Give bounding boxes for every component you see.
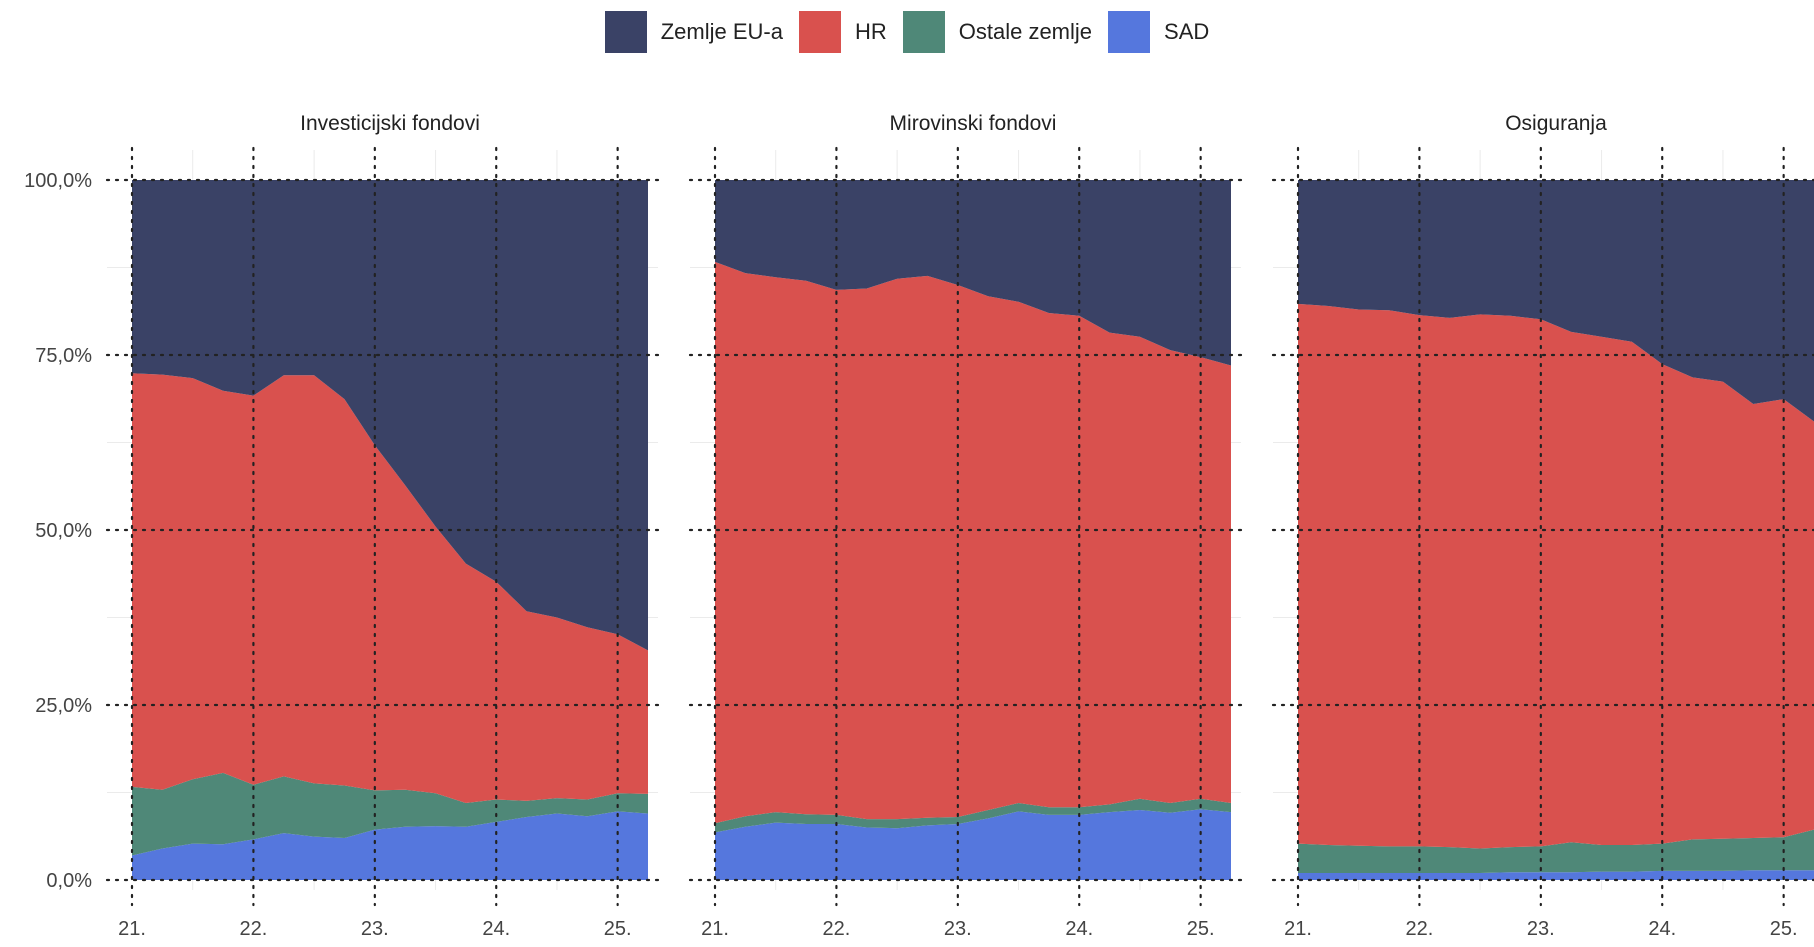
x-tick-label: 23. — [1527, 918, 1555, 940]
area-sad — [715, 809, 1231, 880]
area-hr — [1298, 303, 1814, 849]
panel-2: Mirovinski fondovi 21. 22. 23. 24. 25. — [688, 112, 1243, 940]
legend-swatch-zemlje-eu — [604, 11, 647, 53]
legend-label-ostale-zemlje: Ostale zemlje — [958, 19, 1093, 44]
legend-label-zemlje-eu: Zemlje EU-a — [660, 19, 783, 44]
legend-item-sad: SAD — [1108, 11, 1209, 53]
x-tick-label: 24. — [1648, 918, 1676, 940]
area-hr — [132, 373, 648, 803]
legend-item-hr: HR — [798, 11, 887, 53]
x-tick-label: 23. — [361, 918, 389, 940]
area-zemlje-eu-a — [132, 180, 648, 651]
y-tick-label: 0,0% — [46, 870, 92, 892]
legend-swatch-ostale-zemlje — [902, 11, 945, 53]
x-tick-label: 25. — [1770, 918, 1798, 940]
area-sad — [132, 811, 648, 880]
legend-item-ostale-zemlje: Ostale zemlje — [902, 11, 1093, 53]
x-tick-label: 23. — [944, 918, 972, 940]
area-ostale-zemlje — [715, 798, 1231, 833]
x-tick-label: 22. — [823, 918, 851, 940]
x-tick-label: 21. — [701, 918, 729, 940]
major-gridlines — [105, 146, 660, 907]
major-gridlines — [688, 146, 1243, 907]
area-ostale-zemlje — [132, 772, 648, 856]
panel-title: Investicijski fondovi — [300, 112, 480, 135]
x-tick-label: 22. — [1406, 918, 1434, 940]
legend-item-zemlje-eu: Zemlje EU-a — [604, 11, 783, 53]
area-hr — [715, 261, 1231, 824]
x-tick-label: 21. — [118, 918, 146, 940]
x-tick-label: 25. — [1187, 918, 1215, 940]
x-tick-label: 24. — [1065, 918, 1093, 940]
legend-swatch-sad — [1108, 11, 1151, 53]
area-ostale-zemlje — [1298, 829, 1814, 873]
legend-label-sad: SAD — [1164, 19, 1210, 44]
legend: Zemlje EU-a HR Ostale zemlje SAD — [0, 10, 1814, 54]
legend-label-hr: HR — [854, 19, 887, 44]
legend-swatch-hr — [798, 11, 841, 53]
major-gridlines — [1271, 146, 1814, 907]
area-sad — [1298, 870, 1814, 880]
y-tick-label: 100,0% — [24, 170, 92, 192]
x-tick-label: 22. — [240, 918, 268, 940]
x-tick-label: 21. — [1284, 918, 1312, 940]
panel-title: Osiguranja — [1505, 112, 1607, 135]
area-zemlje-eu-a — [715, 180, 1231, 366]
y-tick-label: 75,0% — [35, 345, 92, 367]
panel-3: Osiguranja 21. 22. 23. 24. 25. — [1271, 112, 1814, 940]
y-tick-label: 25,0% — [35, 695, 92, 717]
x-tick-label: 25. — [604, 918, 632, 940]
y-tick-label: 50,0% — [35, 520, 92, 542]
panel-title: Mirovinski fondovi — [890, 112, 1057, 135]
area-zemlje-eu-a — [1298, 180, 1814, 422]
panel-1: Investicijski fondovi 21. 22. 23. 24. 25. — [105, 112, 660, 940]
x-tick-label: 24. — [482, 918, 510, 940]
